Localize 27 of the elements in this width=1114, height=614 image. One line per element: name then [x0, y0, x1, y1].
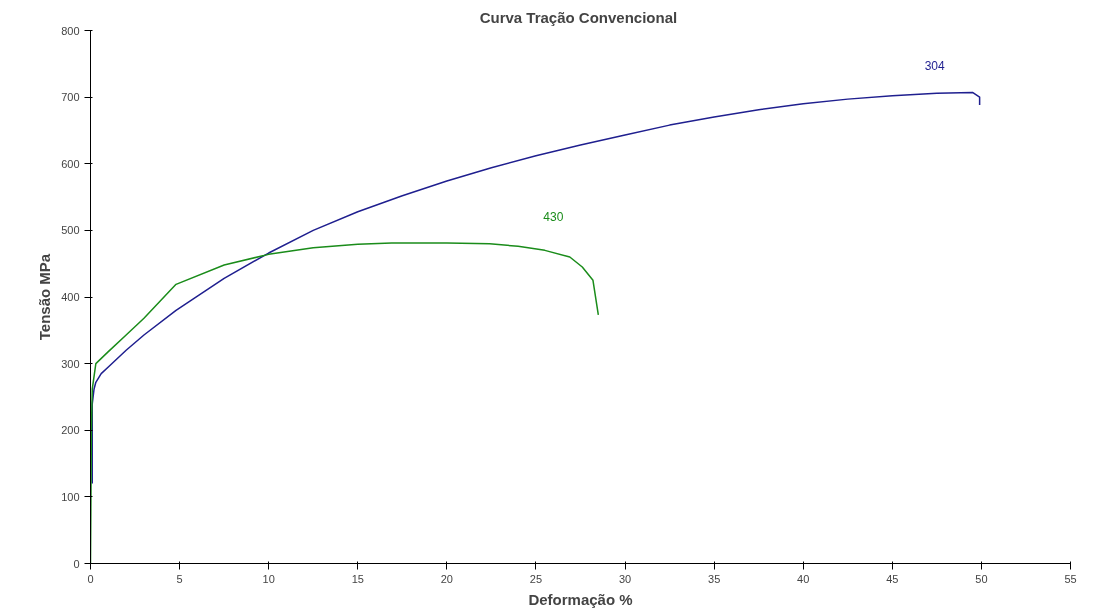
- x-tick-label: 10: [262, 572, 275, 585]
- text: 430: [543, 210, 564, 225]
- x-tick-label: 20: [440, 572, 453, 585]
- y-axis-title: Tensão MPa: [36, 253, 54, 341]
- y-tick-label: 500: [61, 224, 80, 237]
- y-tick-label: 700: [61, 91, 80, 104]
- x-tick-label: 30: [618, 572, 632, 585]
- y-tick-label: 300: [61, 357, 80, 370]
- x-tick-label: 35: [708, 572, 721, 585]
- series-label: 304: [924, 59, 945, 74]
- x-tick-label: 55: [1064, 572, 1077, 585]
- x-tick-label: 15: [351, 572, 364, 585]
- x-tick-label: 40: [797, 572, 810, 585]
- x-axis-title: Deformação %: [528, 590, 633, 608]
- y-tick-label: 600: [61, 157, 80, 170]
- y-tick-label: 400: [61, 291, 80, 303]
- x-tick-label: 50: [975, 572, 988, 585]
- x-tick-label: 45: [886, 572, 899, 585]
- x-tick-label: 0: [87, 572, 94, 585]
- line-series: [91, 91, 981, 485]
- chart-title: Curva Tração Convencional: [479, 8, 678, 26]
- y-tick-label: 200: [61, 424, 80, 437]
- x-tick-label: 5: [176, 572, 183, 585]
- y-tick-label: 0: [73, 557, 80, 570]
- y-tick-label: 100: [61, 490, 80, 503]
- y-tick-label: 800: [61, 24, 80, 37]
- x-tick-label: 25: [529, 572, 543, 585]
